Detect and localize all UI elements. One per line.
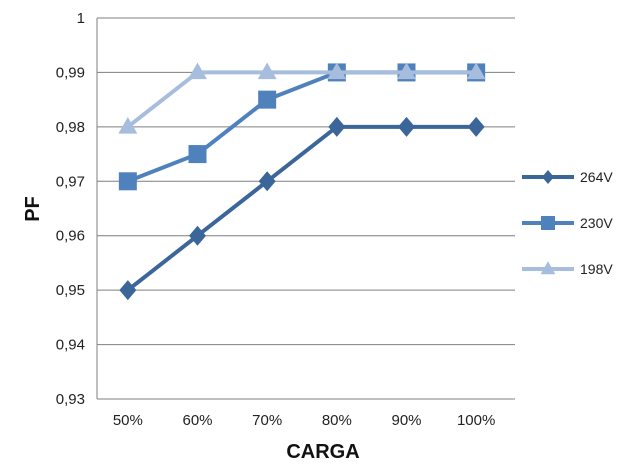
x-tick-label: 90% [391, 412, 421, 429]
data-point [258, 90, 277, 109]
data-point [257, 62, 277, 80]
data-point [119, 280, 137, 301]
data-point [258, 171, 276, 192]
y-tick-label: 0,97 [56, 173, 85, 190]
data-point [398, 116, 415, 137]
series-264V [119, 116, 485, 301]
legend-label: 230V [580, 215, 613, 231]
data-point [327, 62, 347, 80]
y-tick-label: 0,95 [56, 282, 85, 299]
data-point [118, 172, 137, 191]
x-axis-title: CARGA [286, 441, 359, 463]
legend-item-198V: 198V [522, 261, 613, 277]
x-tick-label: 60% [182, 412, 212, 429]
y-tick-labels: 0,93 0,94 0,95 0,96 0,97 0,98 0,99 1 [56, 10, 85, 408]
series-198V [118, 62, 486, 134]
legend-item-230V: 230V [522, 215, 613, 231]
y-tick-label: 1 [77, 10, 85, 27]
y-tick-label: 0,93 [56, 391, 85, 408]
data-point [188, 62, 207, 80]
legend-marker [540, 261, 556, 275]
data-point [328, 116, 346, 137]
x-tick-labels: 50% 60% 70% 80% 90% 100% [113, 412, 496, 429]
y-axis-title: PF [22, 196, 44, 222]
y-tick-label: 0,94 [56, 337, 85, 354]
data-point [188, 145, 207, 164]
legend-marker [541, 216, 555, 230]
data-point [189, 225, 206, 246]
legend-marker [542, 170, 554, 184]
gridlines [97, 17, 515, 400]
y-tick-label: 0,99 [56, 64, 85, 81]
series-line [126, 70, 477, 129]
legend-item-264V: 264V [522, 169, 613, 185]
y-tick-label: 0,98 [56, 119, 85, 136]
series-line [126, 124, 477, 292]
data-point [467, 116, 485, 137]
legend-label: 264V [580, 169, 613, 185]
x-tick-label: 100% [457, 412, 495, 429]
legend-label: 198V [580, 261, 613, 277]
x-tick-label: 80% [322, 412, 352, 429]
legend: 264V 230V 198V [522, 169, 613, 277]
data-point [397, 62, 416, 80]
series-group [118, 62, 486, 301]
x-tick-label: 70% [252, 412, 282, 429]
x-tick-label: 50% [113, 412, 143, 429]
data-point [466, 62, 486, 80]
data-point [118, 116, 138, 134]
y-tick-label: 0,96 [56, 228, 85, 245]
